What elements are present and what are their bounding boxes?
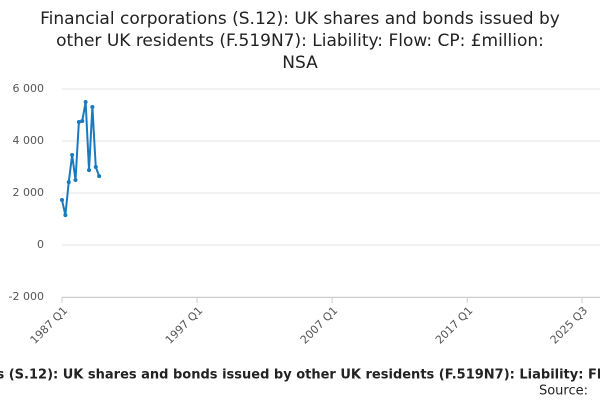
y-tick-label: 0 [37, 238, 44, 251]
data-point [73, 178, 78, 182]
data-point [70, 153, 75, 158]
x-tick-label: 2007 Q1 [298, 304, 341, 347]
series-line [61, 101, 101, 217]
x-tick-label: 2017 Q1 [433, 304, 476, 347]
chart-title: other UK residents (F.519N7): Liability:… [56, 31, 544, 51]
y-tick-label: 2 000 [13, 186, 45, 199]
legend-entry: Financial corporations (S.12): UK shares… [0, 368, 600, 383]
chart-title: NSA [282, 53, 318, 73]
data-point [76, 120, 81, 125]
data-point [97, 174, 102, 179]
data-point [80, 118, 85, 123]
source: Source: [539, 384, 588, 399]
data-point [87, 168, 92, 173]
y-tick-label: -2 000 [9, 290, 44, 303]
data-point [90, 104, 95, 109]
y-tick-label: 6 000 [13, 82, 45, 95]
y-tick-label: 4 000 [13, 134, 45, 147]
data-point [60, 198, 64, 203]
data-point [83, 100, 88, 104]
data-point [66, 180, 71, 185]
x-tick-label: 1997 Q1 [163, 304, 206, 347]
x-tick-label: 1987 Q1 [28, 304, 71, 347]
x-tick-label: 2025 Q3 [548, 304, 591, 347]
data-point [63, 213, 68, 218]
data-point [93, 165, 98, 169]
chart-title: Financial corporations (S.12): UK shares… [40, 9, 560, 29]
